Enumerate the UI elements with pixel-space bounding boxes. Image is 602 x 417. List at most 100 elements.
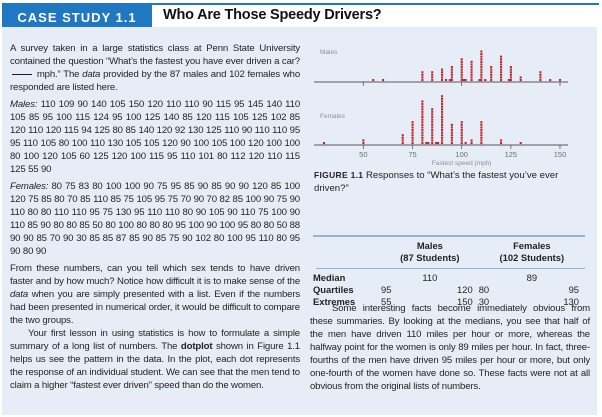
data-dot [382, 79, 385, 82]
intro-text-3: provided by the 87 males and 102 females… [10, 69, 301, 93]
data-dot [460, 66, 463, 69]
females-maximum: 130 [563, 296, 579, 307]
data-dot [460, 79, 463, 82]
data-dot [500, 68, 503, 71]
data-dot [441, 68, 444, 71]
data-dot [431, 113, 434, 116]
dotplot-paragraph: Your first lesson in using statistics is… [10, 327, 300, 392]
data-dot [411, 136, 414, 139]
data-dot [462, 79, 465, 82]
data-dot [421, 113, 424, 116]
females-header-line2: (102 Students) [499, 252, 565, 263]
males-data-list: 110 109 90 140 105 150 120 110 110 90 11… [10, 99, 301, 175]
summary-table: Males (87 Students) Females (102 Student… [310, 235, 585, 308]
data-dot [441, 131, 444, 134]
page-title: Who Are Those Speedy Drivers? [163, 7, 382, 23]
data-dot [490, 66, 493, 69]
data-dot [460, 58, 463, 61]
data-dot [464, 142, 467, 145]
data-dot [421, 139, 424, 142]
data-dot [480, 63, 483, 66]
para2-text-1: From these numbers, can you tell which s… [10, 263, 300, 287]
data-dot [519, 79, 522, 82]
data-dot [411, 139, 414, 142]
data-dot [421, 131, 424, 134]
para2-data-word: data [10, 289, 29, 300]
data-dot [401, 139, 404, 142]
data-dot [431, 121, 434, 124]
data-dot [450, 79, 453, 82]
data-dot [470, 139, 473, 142]
x-axis-label: Fastest speed (mph) [432, 160, 492, 167]
females-lower-quartile: 80 [478, 284, 490, 295]
data-dot [460, 60, 463, 63]
data-dot [421, 121, 424, 124]
data-dot [421, 71, 424, 74]
data-dot [480, 134, 483, 137]
data-dot [450, 66, 453, 69]
data-dot [539, 76, 542, 79]
data-dot [470, 68, 473, 71]
data-dot [460, 123, 463, 126]
data-dot [421, 118, 424, 121]
data-dot [460, 63, 463, 66]
data-dot [549, 79, 552, 82]
x-tick-label: 150 [554, 150, 567, 159]
data-dot [362, 142, 365, 145]
data-dot [509, 73, 512, 76]
data-dot [480, 136, 483, 139]
data-dot [480, 121, 483, 124]
data-dot [500, 58, 503, 61]
table-row-median: Median 110 89 [310, 272, 585, 284]
data-dot [480, 131, 483, 134]
para3-text-2: shown in Figure 1.1 helps us see the pat… [10, 341, 300, 391]
data-dot [480, 55, 483, 58]
dotplot-chart: Males Females 50 75 100 125 150 Fastest speed… [314, 49, 568, 167]
summary-paragraph: Some interesting facts become immediatel… [310, 303, 590, 392]
data-dot [500, 71, 503, 74]
figure-caption: FIGURE 1.1 Responses to “What’s the fast… [310, 169, 592, 195]
males-label: Males: [10, 99, 38, 110]
data-dot [431, 123, 434, 126]
data-dot [437, 142, 440, 145]
data-dot [500, 63, 503, 66]
data-dot [431, 142, 434, 145]
data-dot [411, 121, 414, 124]
males-upper-quartile: 120 [457, 284, 473, 295]
intro-text-2: mph.” The [36, 69, 80, 80]
data-dot [441, 76, 444, 79]
x-tick-label: 50 [359, 150, 367, 159]
data-dot [559, 79, 562, 82]
data-dot [500, 79, 503, 82]
data-dot [421, 142, 424, 145]
data-dot [470, 60, 473, 63]
data-dot [372, 79, 375, 82]
data-dot [441, 136, 444, 139]
table-header-row: Males (87 Students) Females (102 Student… [310, 240, 585, 264]
females-data-paragraph: Females: 80 75 83 80 100 100 90 75 95 85… [10, 180, 300, 258]
data-dot [480, 68, 483, 71]
data-dot [441, 100, 444, 103]
data-dot [450, 126, 453, 129]
data-dot [421, 108, 424, 111]
data-dot [470, 76, 473, 79]
data-dot [441, 123, 444, 126]
data-dot [441, 105, 444, 108]
dotplot-term: dotplot [180, 341, 213, 352]
females-dotplot: Females [320, 95, 522, 145]
data-dot [500, 73, 503, 76]
data-dot [444, 79, 448, 82]
females-minimum: 30 [478, 296, 490, 307]
data-dot [435, 142, 438, 145]
x-tick-label: 75 [408, 150, 416, 159]
data-dot [441, 142, 444, 145]
data-dot [460, 142, 463, 145]
case-study-header: CASE STUDY 1.1 Who Are Those Speedy Driv… [2, 3, 599, 29]
x-axis: 50 75 100 125 150 Fastest speed (mph) [314, 81, 568, 167]
data-dot [460, 129, 463, 132]
data-dot [431, 110, 434, 113]
right-column: Males Females 50 75 100 125 150 Fastest speed… [310, 32, 592, 392]
x-tick-label: 125 [505, 150, 518, 159]
data-dot [441, 110, 444, 113]
data-dot [480, 71, 483, 74]
